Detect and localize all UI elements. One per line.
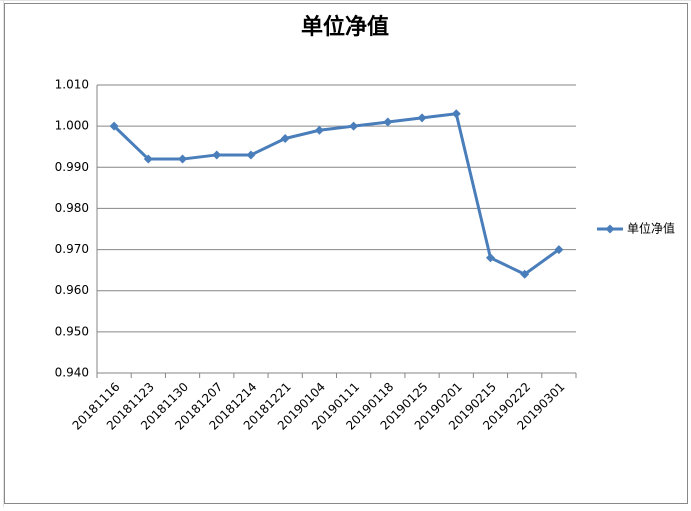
- y-tick-label: 0.960: [55, 283, 89, 297]
- point: [143, 154, 153, 164]
- legend-marker: [605, 224, 615, 234]
- y-tick-label: 0.990: [55, 160, 89, 174]
- point: [212, 150, 222, 160]
- point: [554, 245, 564, 255]
- point: [178, 154, 188, 164]
- point: [485, 253, 495, 263]
- chart-title: 单位净值: [301, 14, 389, 40]
- point: [417, 113, 427, 123]
- point: [314, 125, 324, 135]
- series-line: [113, 112, 560, 276]
- y-tick-label: 0.950: [55, 324, 89, 338]
- point: [246, 150, 256, 160]
- chart-border: [4, 3, 688, 504]
- y-tick-label: 0.940: [55, 366, 89, 380]
- point: [349, 121, 359, 131]
- point: [451, 109, 461, 119]
- point: [520, 269, 530, 279]
- point: [109, 121, 119, 131]
- y-tick-label: 1.000: [55, 119, 89, 133]
- y-tick-label: 0.970: [55, 242, 89, 256]
- y-tick-label: 0.980: [55, 201, 89, 215]
- point: [383, 117, 393, 127]
- y-tick-label: 1.010: [55, 78, 89, 92]
- point: [280, 133, 290, 143]
- legend-label: 单位净值: [627, 221, 675, 236]
